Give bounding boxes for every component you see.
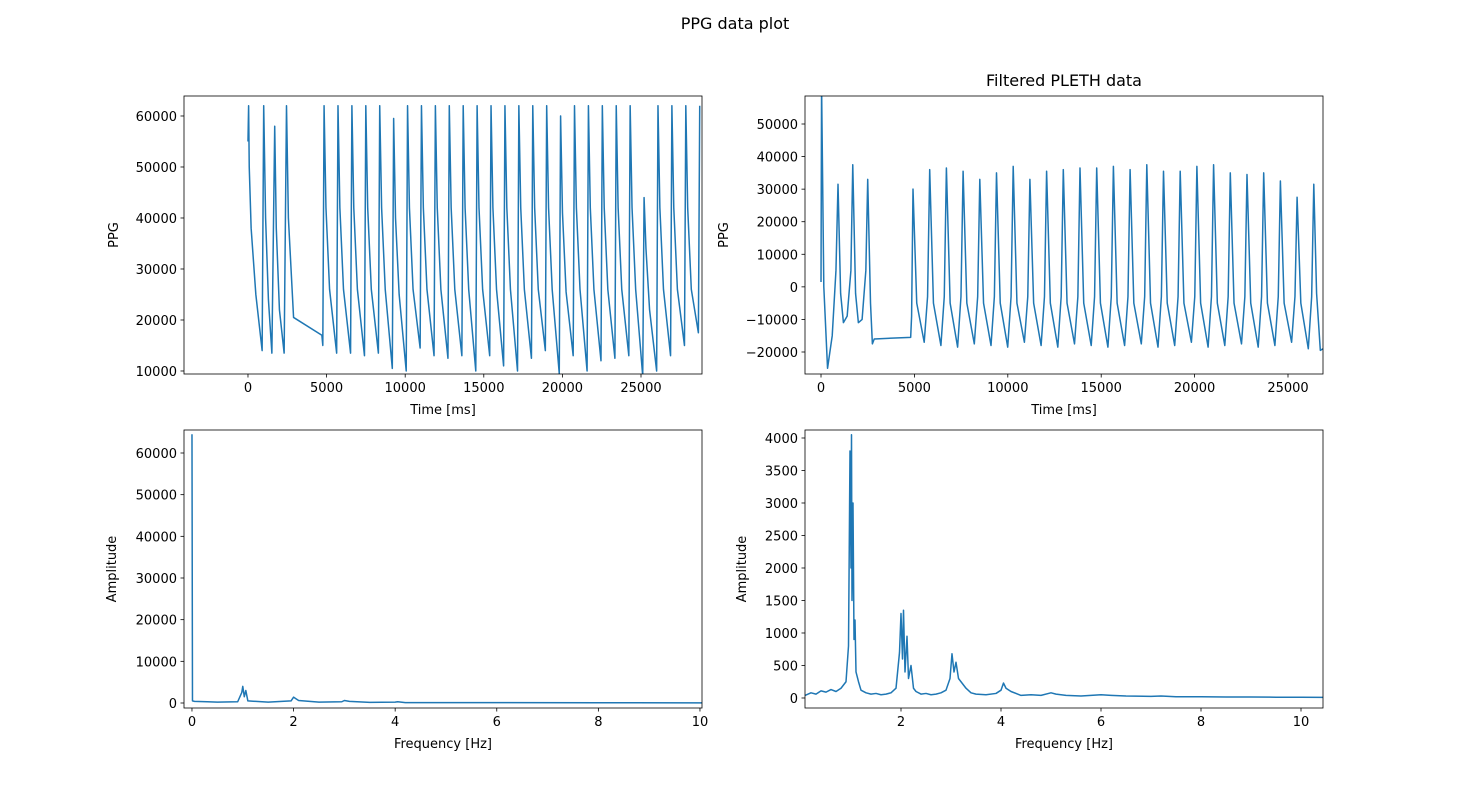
- x-tick-label: 25000: [620, 381, 661, 396]
- y-axis-label: Amplitude: [735, 536, 750, 603]
- x-tick-label: 5000: [898, 381, 931, 396]
- axes: 0 2 4 6 8 10 0 10000 20000 30000 40000 50000 60000 Fr…: [105, 429, 709, 752]
- data-line: [191, 434, 702, 704]
- y-tick-label: 20000: [136, 614, 177, 629]
- x-tick-label: 10: [692, 715, 709, 730]
- y-tick-label: 50000: [136, 489, 177, 504]
- y-tick-label: 4000: [765, 432, 798, 447]
- x-axis-label: Frequency [Hz]: [1015, 737, 1113, 752]
- x-tick-label: 0: [188, 715, 196, 730]
- x-tick-label: 5000: [310, 381, 343, 396]
- axes-frame: [804, 429, 1324, 709]
- x-axis-label: Time [ms]: [1030, 403, 1097, 418]
- x-tick-label: 0: [817, 381, 825, 396]
- x-tick-label: 20000: [1174, 381, 1215, 396]
- x-tick-label: 8: [1197, 715, 1205, 730]
- x-tick-label: 8: [594, 715, 602, 730]
- y-tick-label: 10000: [757, 248, 798, 263]
- x-tick-label: 2: [289, 715, 297, 730]
- y-tick-label: 500: [773, 659, 798, 674]
- x-tick-label: 2: [897, 715, 905, 730]
- y-tick-label: 60000: [136, 447, 177, 462]
- data-line: [805, 433, 1323, 699]
- axes: 0 5000 10000 15000 20000 25000 10000 20000 30000…: [107, 95, 703, 418]
- y-tick-label: 2000: [765, 562, 798, 577]
- x-tick-label: 20000: [542, 381, 583, 396]
- y-tick-label: 40000: [136, 212, 177, 227]
- x-tick-label: 6: [493, 715, 501, 730]
- axes: 2 4 6 8 10 0 500 1000 1500 2000 2500 3000 3500 4000 Fr…: [735, 429, 1324, 752]
- x-axis-label: Frequency [Hz]: [394, 737, 492, 752]
- y-tick-label: 30000: [757, 183, 798, 198]
- data-line: [247, 105, 701, 374]
- x-tick-label: 10000: [987, 381, 1028, 396]
- y-tick-label: 0: [790, 692, 798, 707]
- x-tick-label: 4: [391, 715, 399, 730]
- y-tick-label: 40000: [136, 530, 177, 545]
- y-tick-label: 30000: [136, 263, 177, 278]
- y-tick-label: 1500: [765, 594, 798, 609]
- x-tick-label: 15000: [1081, 381, 1122, 396]
- x-axis-label: Time [ms]: [409, 403, 476, 418]
- x-tick-label: 25000: [1267, 381, 1308, 396]
- x-tick-label: 0: [244, 381, 252, 396]
- y-tick-label: 20000: [136, 314, 177, 329]
- y-tick-label: 3000: [765, 497, 798, 512]
- figure-title: PPG data plot: [681, 14, 790, 33]
- x-tick-label: 10: [1293, 715, 1310, 730]
- data-line: [820, 96, 1323, 370]
- y-tick-label: 50000: [136, 161, 177, 176]
- x-tick-label: 6: [1097, 715, 1105, 730]
- y-tick-label: 40000: [757, 151, 798, 166]
- axes-frame: [183, 429, 703, 709]
- y-axis-label: Amplitude: [105, 536, 120, 603]
- y-tick-label: 0: [790, 281, 798, 296]
- y-tick-label: 10000: [136, 655, 177, 670]
- axes-title: Filtered PLETH data: [986, 71, 1142, 90]
- axes-frame: [183, 95, 703, 375]
- y-tick-label: 3500: [765, 464, 798, 479]
- x-tick-label: 10000: [385, 381, 426, 396]
- axes-frame: [804, 95, 1324, 375]
- y-tick-label: 50000: [757, 118, 798, 133]
- x-tick-label: 15000: [463, 381, 504, 396]
- axes: 0 5000 10000 15000 20000 25000 −20000 −10000 0 10…: [717, 71, 1324, 418]
- x-tick-label: 4: [997, 715, 1005, 730]
- y-tick-label: −20000: [746, 346, 798, 361]
- y-tick-label: 20000: [757, 216, 798, 231]
- y-tick-label: 0: [169, 697, 177, 712]
- y-tick-label: 2500: [765, 529, 798, 544]
- y-tick-label: 1000: [765, 627, 798, 642]
- y-tick-label: 60000: [136, 110, 177, 125]
- y-axis-label: PPG: [717, 222, 732, 248]
- y-axis-label: PPG: [107, 222, 122, 248]
- y-tick-label: −10000: [746, 313, 798, 328]
- y-tick-label: 10000: [136, 365, 177, 380]
- y-tick-label: 30000: [136, 572, 177, 587]
